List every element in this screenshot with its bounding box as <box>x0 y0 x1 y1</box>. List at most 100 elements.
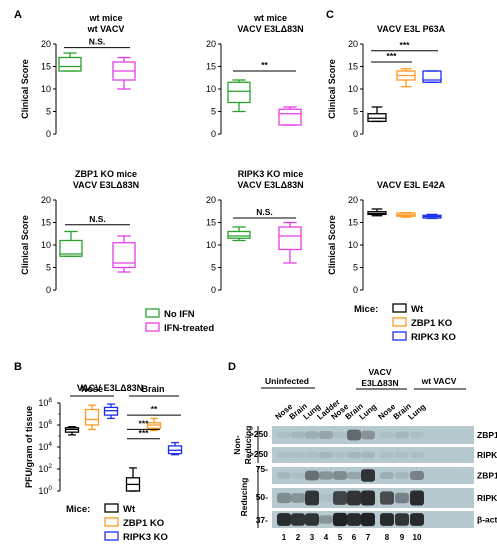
y-tick-label: 20 <box>348 39 358 49</box>
mw-marker: 37- <box>256 515 268 525</box>
box-series-1 <box>59 230 83 257</box>
box <box>227 230 251 239</box>
box <box>84 408 100 426</box>
y-tick-label: 10 <box>348 240 358 250</box>
chart-title: VACV E3L P63A <box>377 24 446 34</box>
chart-title: wt mice <box>88 13 122 23</box>
box-series-1 <box>227 79 251 113</box>
panel-letter-c: C <box>326 9 334 21</box>
y-tick-label: 20 <box>206 195 216 205</box>
significance-label: N.S. <box>256 207 273 217</box>
y-tick-label: 20 <box>206 39 216 49</box>
y-tick-label: 5 <box>46 263 51 273</box>
blot-side-non-reducing-2: Reducing <box>243 426 253 465</box>
y-tick-label: 10 <box>348 84 358 94</box>
y-tick-label: 0 <box>211 129 216 139</box>
y-tick-label: 106 <box>38 419 52 430</box>
blot-band <box>305 490 319 506</box>
blot-band <box>277 431 291 439</box>
western-blot-panel: Uninfected VACV E3LΔ83N wt VACV NoseBrai… <box>232 367 497 542</box>
blot-band <box>291 472 305 479</box>
box-series-2 <box>278 106 302 126</box>
chart-title: VACV E3LΔ83N <box>73 180 139 190</box>
box-series-1 <box>367 208 387 217</box>
blot-band <box>333 471 347 480</box>
box-series-1 <box>367 106 387 123</box>
blot-band <box>319 471 333 480</box>
chart-title: ZBP1 KO mice <box>75 169 137 179</box>
blot-band <box>410 490 424 506</box>
lane-number: 9 <box>400 533 405 542</box>
blot-band <box>380 513 394 526</box>
y-tick-label: 10 <box>41 84 51 94</box>
panel-letter-d: D <box>228 361 236 373</box>
group-label: Nose <box>81 384 103 394</box>
blot-header-vacv-mut-line1: VACV <box>369 367 392 377</box>
chart-e3l-e42a: VACV E3L E42A 0 5 10 15 20 Clinical Score <box>327 180 446 295</box>
lane-number: 3 <box>310 533 315 542</box>
blot-band <box>347 490 361 506</box>
chart-title: VACV E3L E42A <box>377 180 446 190</box>
blot-band <box>361 469 375 482</box>
blot-band <box>410 431 424 439</box>
blot-band <box>305 470 319 481</box>
blot-band <box>291 452 305 458</box>
box-series-2 <box>396 211 416 218</box>
mw-marker: 75- <box>256 464 268 474</box>
y-tick-label: 5 <box>46 107 51 117</box>
mw-marker: >250 <box>249 429 268 439</box>
chart-pfu-per-gram: VACV E3LΔ83N 100 102 104 106 108 PFU/gram of t… <box>24 383 183 496</box>
blot-band <box>347 513 361 526</box>
box-series-2 <box>278 221 302 264</box>
blot-lanes: NoseBrainLungLadderNoseBrainLungNoseBrai… <box>249 397 497 542</box>
y-axis-label: Clinical Score <box>20 59 30 119</box>
blot-band <box>361 451 375 459</box>
blot-band <box>319 515 333 524</box>
legend-label-zbp1-ko: ZBP1 KO <box>411 318 452 329</box>
y-tick-label: 100 <box>38 485 52 496</box>
legend-label-zbp1-ko-b: ZBP1 KO <box>123 518 164 529</box>
legend-swatch-zbp1-ko <box>392 317 407 327</box>
box-series-6 <box>167 441 183 456</box>
blot-band <box>395 513 409 526</box>
y-tick-label: 10 <box>206 240 216 250</box>
blot-header-uninfected: Uninfected <box>265 376 309 386</box>
box <box>58 56 82 72</box>
legend-label-ripk3-ko-b: RIPK3 KO <box>123 532 168 543</box>
blot-band <box>395 431 409 439</box>
blot-band <box>410 470 424 481</box>
blot-row-label: ZBP1 <box>477 471 497 481</box>
box-series-2 <box>84 404 100 431</box>
box <box>278 226 302 251</box>
box-series-5 <box>146 417 162 432</box>
chart-title: RIPK3 KO mice <box>238 169 304 179</box>
chart-title: VACV E3LΔ83N <box>237 180 303 190</box>
y-tick-label: 20 <box>348 195 358 205</box>
blot-band <box>380 471 394 480</box>
blot-band <box>347 471 361 480</box>
box-series-2 <box>112 235 136 273</box>
blot-band <box>361 490 375 506</box>
y-tick-label: 0 <box>46 129 51 139</box>
legend-label-no-ifn: No IFN <box>164 309 195 320</box>
y-tick-label: 108 <box>38 397 52 408</box>
blot-band <box>277 492 291 504</box>
y-axis-label: Clinical Score <box>327 215 337 275</box>
mw-marker: >250 <box>249 449 268 459</box>
blot-row-label: RIPK3* <box>477 450 497 460</box>
significance-label: *** <box>139 428 150 438</box>
lane-number: 2 <box>296 533 301 542</box>
blot-row-label: ZBP1* <box>477 430 497 440</box>
blot-band <box>361 430 375 440</box>
y-tick-label: 0 <box>46 285 51 295</box>
y-tick-label: 15 <box>206 218 216 228</box>
blot-header-wt-vacv: wt VACV <box>421 376 457 386</box>
blot-strip <box>272 447 474 463</box>
blot-side-non-reducing-1: Non- <box>232 435 242 455</box>
y-tick-label: 5 <box>211 263 216 273</box>
group-label: Brain <box>141 384 164 394</box>
y-tick-label: 0 <box>211 285 216 295</box>
blot-band <box>319 451 333 459</box>
